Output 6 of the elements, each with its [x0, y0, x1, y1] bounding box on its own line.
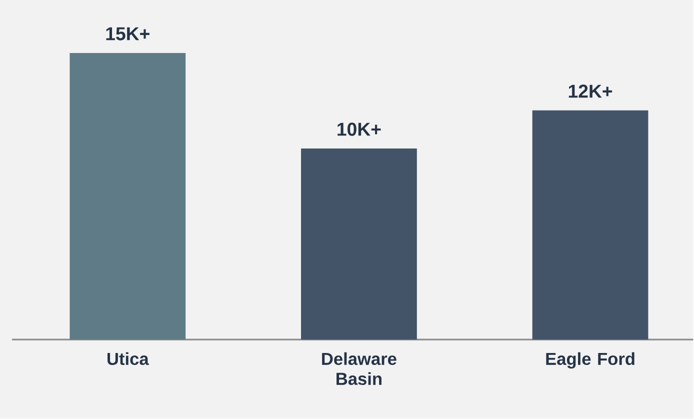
x-tick-label: Utica — [108, 352, 149, 366]
x-tick-label: Eagle Ford — [546, 352, 634, 369]
data-label: 10K+ — [338, 122, 381, 136]
data-label: 12K+ — [568, 84, 612, 98]
x-tick-label: Delaware Basin — [322, 352, 396, 386]
data-label: 15K+ — [106, 28, 150, 41]
